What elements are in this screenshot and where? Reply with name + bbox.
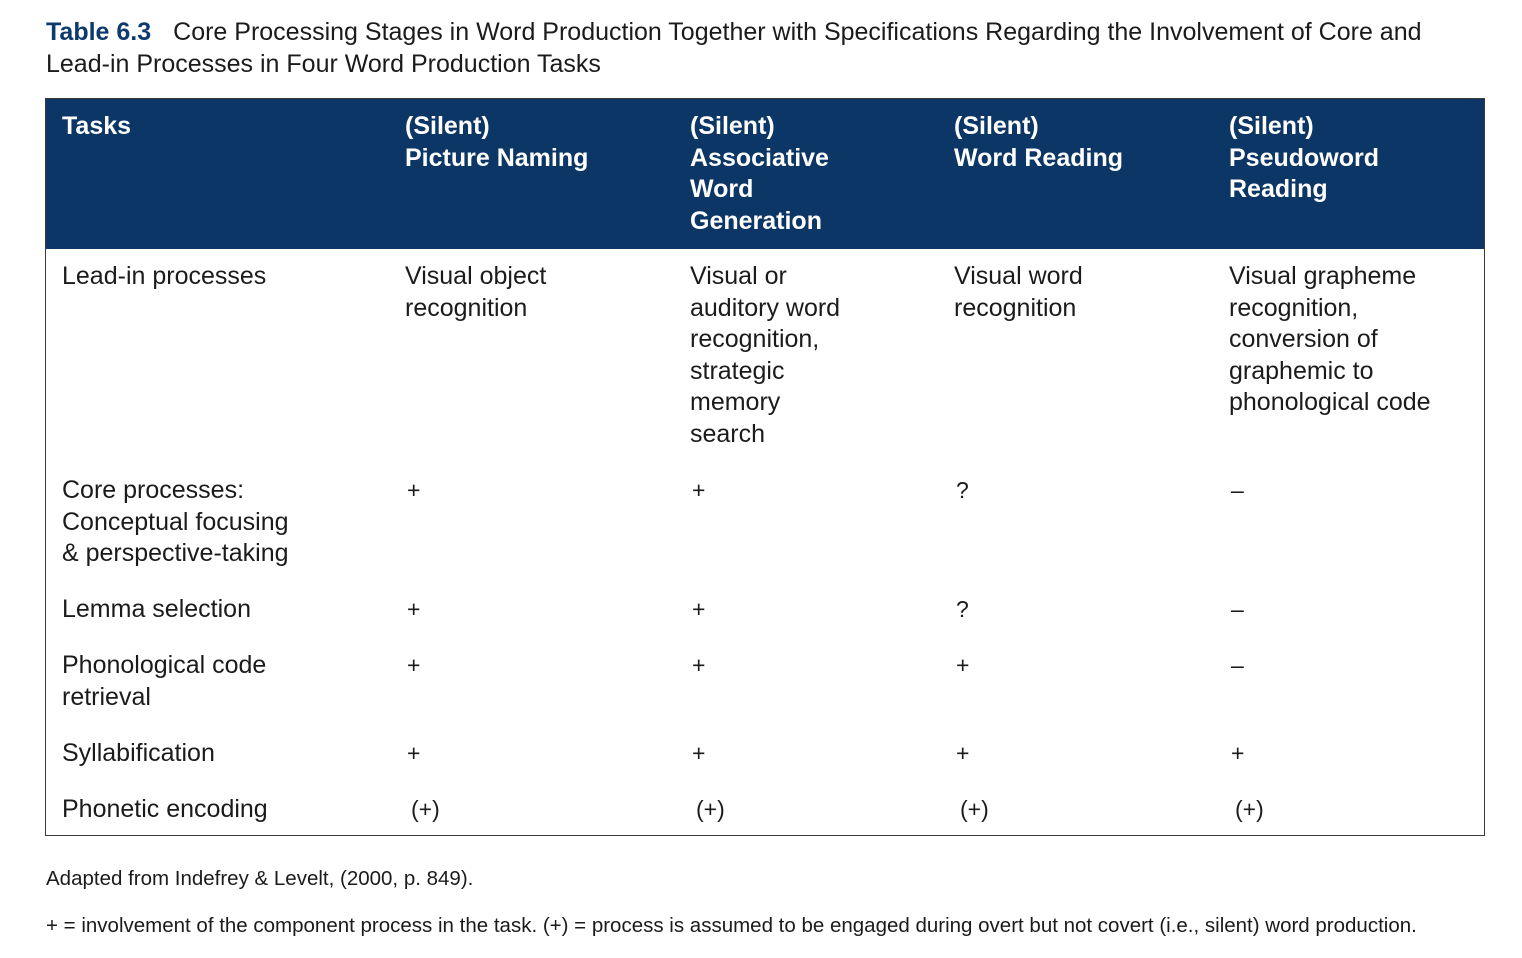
row-label: Core processes: Conceptual focusing & pe… bbox=[62, 476, 289, 567]
header-picture-naming: (Silent) Picture Naming bbox=[405, 112, 589, 172]
cell-associative: (+) bbox=[696, 796, 725, 822]
cell-picture-naming: + bbox=[407, 596, 421, 622]
row-label: Syllabification bbox=[62, 739, 215, 767]
table-row-lemma-selection: Lemma selection + + ? – bbox=[46, 594, 1484, 634]
header-tasks: Tasks bbox=[62, 112, 132, 140]
table-header-row: Tasks (Silent) Picture Naming (Silent) A… bbox=[46, 99, 1484, 249]
cell-word-reading: ? bbox=[956, 596, 969, 622]
header-pseudoword-reading: (Silent) Pseudoword Reading bbox=[1229, 112, 1380, 203]
cell-pseudoword: – bbox=[1231, 477, 1244, 503]
cell-associative: + bbox=[692, 596, 706, 622]
cell-word-reading: ? bbox=[956, 477, 969, 503]
table-caption: Table 6.3 Core Processing Stages in Word … bbox=[46, 16, 1486, 80]
table-row-lead-in: Lead-in processes Visual object recognit… bbox=[46, 261, 1484, 461]
cell-associative: Visual or auditory word recognition, str… bbox=[690, 262, 841, 448]
cell-picture-naming: + bbox=[407, 477, 421, 503]
table-row-phonetic-encoding: Phonetic encoding (+) (+) (+) (+) bbox=[46, 794, 1484, 834]
cell-associative: + bbox=[692, 740, 706, 766]
cell-associative: + bbox=[692, 477, 706, 503]
header-associative-word-generation: (Silent) Associative Word Generation bbox=[690, 112, 829, 235]
row-label: Phonetic encoding bbox=[62, 795, 268, 823]
header-word-reading: (Silent) Word Reading bbox=[954, 112, 1123, 172]
cell-pseudoword: (+) bbox=[1235, 796, 1264, 822]
table-number: Table 6.3 bbox=[46, 18, 152, 46]
table-row-phonological-code: Phonological code retrieval + + + – bbox=[46, 650, 1484, 720]
cell-pseudoword: + bbox=[1231, 740, 1245, 766]
row-label: Lemma selection bbox=[62, 595, 251, 623]
table-row-syllabification: Syllabification + + + + bbox=[46, 738, 1484, 778]
cell-pseudoword: Visual grapheme recognition, conversion … bbox=[1229, 262, 1431, 416]
cell-picture-naming: + bbox=[407, 740, 421, 766]
legend-note: + = involvement of the component process… bbox=[46, 914, 1417, 937]
row-label: Lead-in processes bbox=[62, 262, 267, 290]
cell-pseudoword: – bbox=[1231, 652, 1244, 678]
cell-picture-naming: + bbox=[407, 652, 421, 678]
cell-pseudoword: – bbox=[1231, 596, 1244, 622]
cell-word-reading: (+) bbox=[960, 796, 989, 822]
cell-picture-naming: (+) bbox=[411, 796, 440, 822]
cell-word-reading: + bbox=[956, 740, 970, 766]
cell-word-reading: Visual word recognition bbox=[954, 262, 1083, 322]
row-label: Phonological code retrieval bbox=[62, 651, 267, 711]
source-note: Adapted from Indefrey & Levelt, (2000, p… bbox=[46, 867, 474, 890]
cell-picture-naming: Visual object recognition bbox=[405, 262, 547, 322]
data-table: Tasks (Silent) Picture Naming (Silent) A… bbox=[45, 98, 1485, 836]
table-title: Core Processing Stages in Word Productio… bbox=[46, 18, 1422, 78]
cell-word-reading: + bbox=[956, 652, 970, 678]
cell-associative: + bbox=[692, 652, 706, 678]
table-row-core-processes: Core processes: Conceptual focusing & pe… bbox=[46, 475, 1484, 575]
